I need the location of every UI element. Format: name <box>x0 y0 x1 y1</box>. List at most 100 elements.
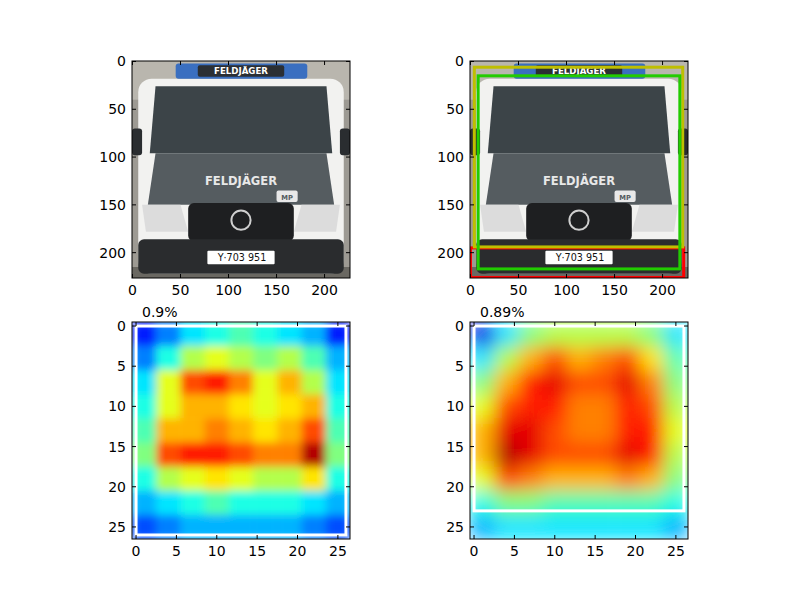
x-tick <box>132 274 133 278</box>
y-tick-label: 10 <box>446 398 464 414</box>
x-tick <box>228 274 229 278</box>
y-tick <box>346 446 350 447</box>
y-tick <box>470 61 474 62</box>
y-tick-label: 100 <box>437 149 464 165</box>
x-tick <box>324 274 325 278</box>
heatmap-cell <box>302 394 327 419</box>
x-tick <box>257 322 258 326</box>
x-tick <box>276 61 277 65</box>
x-tick <box>176 322 177 326</box>
y-tick <box>132 446 136 447</box>
y-tick <box>346 486 350 487</box>
heatmap-cell <box>494 443 519 468</box>
y-tick <box>346 204 350 205</box>
y-tick-label: 0 <box>117 53 126 69</box>
axes-frame <box>132 61 350 278</box>
heatmap-cell <box>615 418 640 443</box>
van-plate-text: Y·703 951 <box>217 252 267 263</box>
y-tick <box>684 326 688 327</box>
x-tick-label: 50 <box>172 282 190 298</box>
heatmap-cell <box>205 467 230 492</box>
y-tick <box>470 446 474 447</box>
x-tick <box>228 61 229 65</box>
heatmap-cell <box>518 346 543 371</box>
heatmap-cell <box>180 443 205 468</box>
heatmap-cell <box>156 346 181 371</box>
heatmap-cell <box>156 467 181 492</box>
x-tick <box>566 274 567 278</box>
heatmap-cell <box>302 346 327 371</box>
y-tick <box>346 61 350 62</box>
bounding-box <box>136 326 346 535</box>
x-tick <box>635 535 636 539</box>
x-tick <box>514 535 515 539</box>
heatmap-cell <box>494 467 519 492</box>
heatmap-cell <box>180 346 205 371</box>
heatmap-cell <box>494 370 519 395</box>
y-tick <box>470 204 474 205</box>
heatmap-cell <box>253 346 278 371</box>
heatmap-cell <box>567 515 592 539</box>
y-tick <box>132 61 136 62</box>
heatmap-cell <box>205 491 230 516</box>
heatmap-cell <box>205 443 230 468</box>
figure-background <box>0 0 800 600</box>
axes-0: FELDJÄGERFELDJÄGERMPY·703 95105010015020… <box>99 53 350 298</box>
heatmap-cell <box>640 515 665 539</box>
y-tick <box>684 252 688 253</box>
heatmap-cell <box>302 443 327 468</box>
y-tick <box>470 406 474 407</box>
y-tick <box>346 252 350 253</box>
x-tick-label: 25 <box>329 543 347 559</box>
x-tick <box>216 322 217 326</box>
axes-2: 051015202505101520250.9% <box>108 304 350 559</box>
heatmap-cell <box>277 370 302 395</box>
heatmap-cell <box>494 515 519 539</box>
heatmap-cell <box>615 467 640 492</box>
photo-background <box>470 61 688 278</box>
x-tick <box>554 535 555 539</box>
y-tick <box>470 526 474 527</box>
x-tick <box>337 322 338 326</box>
x-tick <box>614 61 615 65</box>
axes-1: FELDJÄGERFELDJÄGERMPY·703 95105010015020… <box>437 53 688 298</box>
heatmap-cell <box>205 418 230 443</box>
x-tick-label: 100 <box>553 282 580 298</box>
x-tick <box>474 535 475 539</box>
x-tick <box>635 322 636 326</box>
x-tick <box>474 322 475 326</box>
heatmap-cell <box>253 491 278 516</box>
y-tick <box>132 406 136 407</box>
heatmap-cell <box>615 443 640 468</box>
y-tick-label: 0 <box>455 53 464 69</box>
x-tick-label: 20 <box>289 543 307 559</box>
x-tick <box>518 61 519 65</box>
van-light-bar <box>176 63 308 78</box>
axes-title: 0.89% <box>480 304 524 320</box>
y-tick <box>132 109 136 110</box>
heatmap-cell <box>591 443 616 468</box>
y-tick-label: 25 <box>108 519 126 535</box>
y-tick-label: 10 <box>108 398 126 414</box>
van-headlight-left <box>480 205 526 232</box>
bounding-box <box>478 76 680 269</box>
heatmap-cell <box>543 515 568 539</box>
y-tick <box>684 486 688 487</box>
heatmap-cell <box>253 467 278 492</box>
heatmap-cell <box>253 443 278 468</box>
heatmap-cell <box>229 491 254 516</box>
x-tick-label: 0 <box>128 282 137 298</box>
heatmap-cell <box>615 370 640 395</box>
heatmap-cell <box>543 346 568 371</box>
van-mp-badge <box>615 191 636 202</box>
heatmap-cell <box>543 370 568 395</box>
van-grille <box>188 203 294 241</box>
y-tick-label: 200 <box>99 245 126 261</box>
axes-3: 051015202505101520250.89% <box>446 304 688 559</box>
x-tick <box>337 535 338 539</box>
plot-area <box>470 322 688 539</box>
heatmap-cell <box>640 346 665 371</box>
heatmap-cell <box>229 443 254 468</box>
heatmap-cell <box>567 394 592 419</box>
axes-frame <box>132 322 350 539</box>
